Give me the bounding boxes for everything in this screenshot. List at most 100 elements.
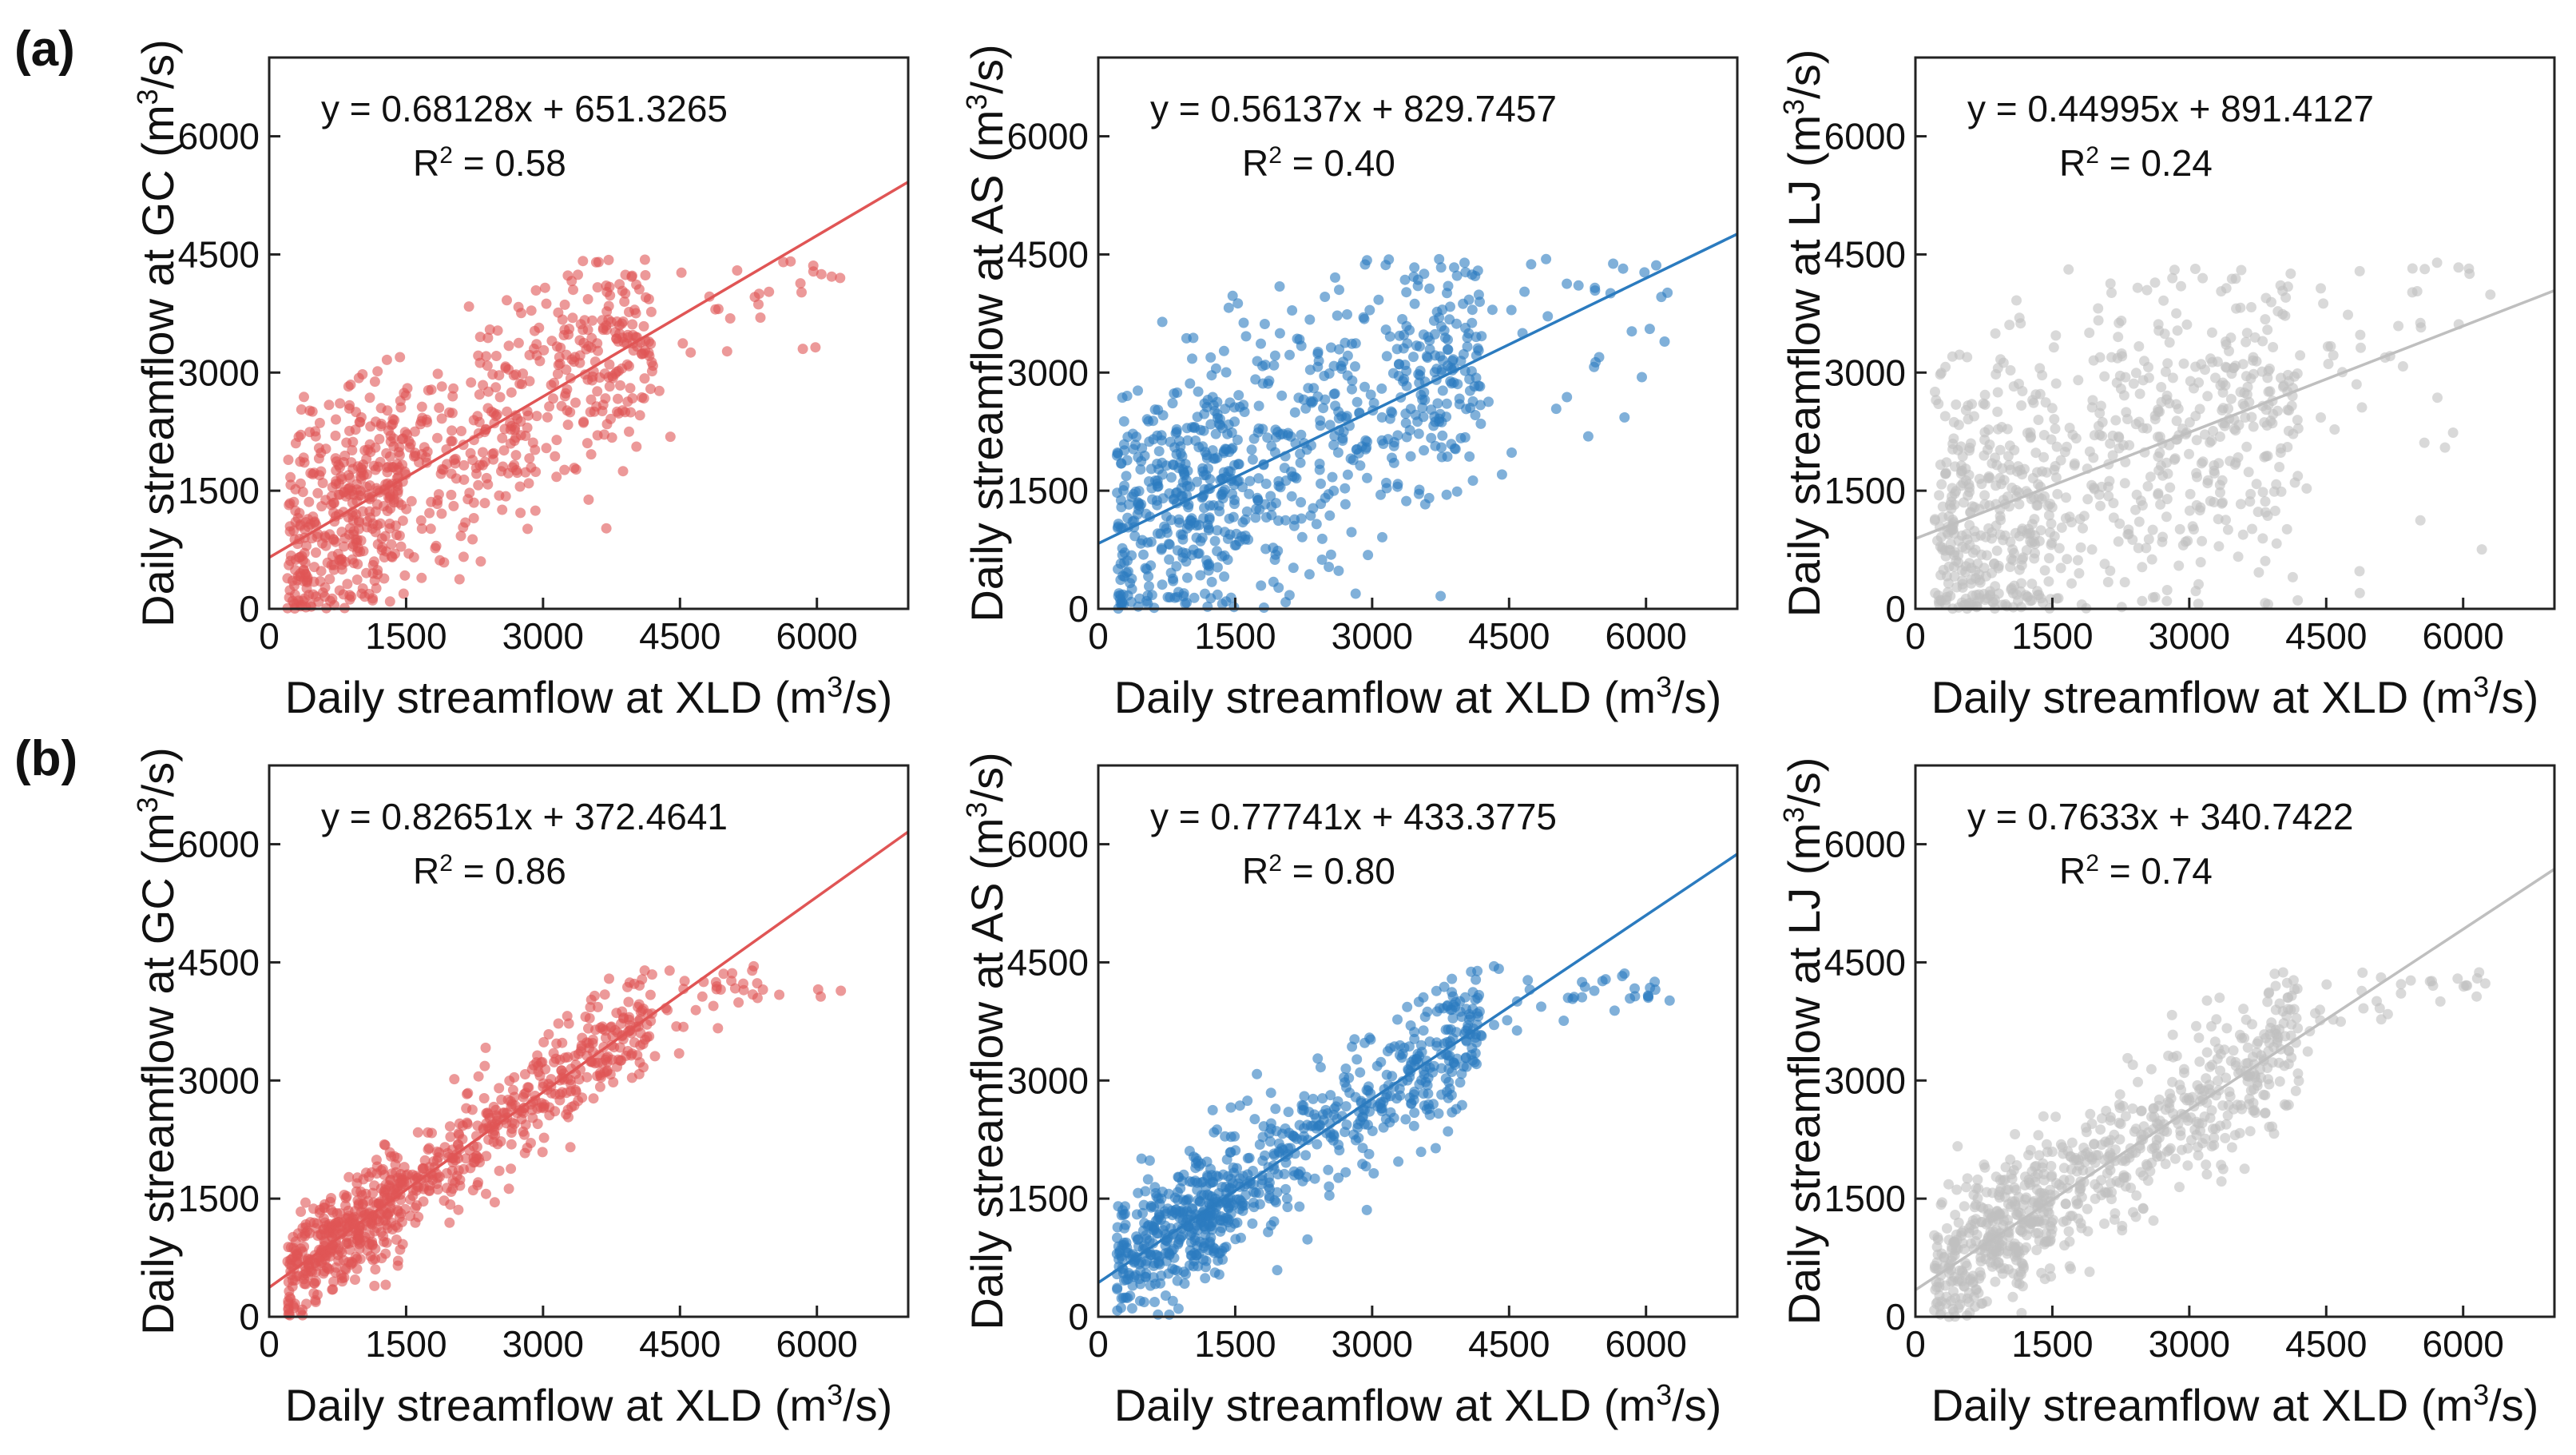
data-point	[1350, 1091, 1361, 1103]
data-point	[561, 1109, 572, 1120]
data-point	[2094, 489, 2105, 500]
data-point	[1362, 472, 1372, 483]
data-point	[645, 306, 657, 317]
data-point	[2044, 1263, 2055, 1274]
data-point	[425, 523, 436, 535]
data-point	[2279, 1060, 2290, 1071]
plot-frame	[1097, 56, 1739, 610]
data-point	[1421, 1104, 1432, 1115]
data-point	[1443, 1126, 1454, 1137]
x-tick-label: 4500	[1468, 615, 1550, 657]
data-point	[596, 1071, 606, 1083]
data-point	[479, 456, 490, 467]
data-point	[2209, 1132, 2220, 1143]
data-point	[618, 1013, 629, 1024]
data-point	[1949, 571, 1960, 582]
data-point	[1447, 973, 1458, 984]
data-point	[2006, 1173, 2018, 1184]
data-point	[1173, 1303, 1184, 1314]
data-point	[1619, 411, 1630, 423]
data-point	[1934, 1301, 1945, 1312]
data-point	[467, 455, 478, 466]
data-point	[2007, 555, 2018, 566]
data-point	[588, 1093, 599, 1104]
data-point	[334, 585, 345, 596]
data-point	[541, 443, 552, 454]
data-point	[2214, 479, 2225, 491]
data-point	[1651, 260, 1661, 271]
data-point	[1976, 1298, 1987, 1309]
data-point	[1384, 331, 1395, 342]
data-point	[1188, 332, 1199, 344]
data-point	[2036, 493, 2047, 504]
data-point	[1617, 263, 1629, 274]
data-point	[1950, 461, 1960, 472]
data-point	[2102, 577, 2114, 587]
data-point	[328, 564, 339, 575]
data-point	[708, 1000, 719, 1012]
data-point	[1664, 995, 1675, 1006]
data-point	[1201, 450, 1213, 461]
data-point	[2137, 595, 2148, 606]
data-point	[2177, 423, 2188, 435]
data-point	[1149, 1201, 1160, 1212]
regression-line	[1097, 853, 1738, 1284]
data-point	[1451, 1027, 1462, 1038]
data-point	[690, 1004, 701, 1016]
data-point	[634, 410, 645, 421]
data-point	[390, 1159, 401, 1171]
data-point	[1155, 1278, 1166, 1289]
data-point	[524, 376, 535, 387]
data-point	[1300, 1150, 1312, 1161]
data-point	[608, 1077, 619, 1087]
data-point	[1324, 419, 1336, 431]
data-point	[2178, 358, 2189, 369]
data-point	[1223, 302, 1234, 313]
unit-superscript: 3	[960, 802, 993, 818]
data-point	[1955, 441, 1967, 452]
data-point	[2007, 1291, 2018, 1302]
y-tick-label: 6000	[1007, 824, 1089, 865]
data-point	[2415, 515, 2426, 526]
unit-suffix: /s)	[1672, 1380, 1721, 1430]
data-point	[2161, 585, 2173, 595]
data-point	[602, 1056, 613, 1067]
data-point	[1340, 412, 1352, 423]
data-point	[384, 596, 395, 607]
y-tick-label: 0	[239, 588, 260, 630]
data-point	[2110, 1144, 2121, 1155]
data-point	[379, 531, 391, 542]
data-point	[1447, 1067, 1458, 1077]
data-point	[1978, 1203, 1989, 1214]
data-point	[747, 989, 758, 1000]
data-point	[411, 1200, 423, 1211]
data-point	[1232, 298, 1244, 309]
data-point	[710, 304, 721, 315]
data-point	[1940, 467, 1951, 479]
data-point	[1184, 1146, 1195, 1156]
data-point	[2099, 1218, 2110, 1229]
data-point	[288, 1231, 299, 1242]
data-point	[2124, 439, 2135, 451]
data-point	[2256, 366, 2268, 377]
data-point	[2354, 566, 2365, 577]
y-tick-label: 4500	[178, 941, 260, 983]
data-point	[1958, 497, 1969, 508]
data-point	[489, 1197, 500, 1208]
data-point	[1304, 364, 1316, 376]
data-point	[2292, 415, 2303, 426]
data-point	[2078, 523, 2088, 534]
data-point	[444, 1121, 455, 1132]
data-point	[507, 1084, 518, 1095]
data-point	[1511, 1025, 1522, 1036]
data-point	[433, 489, 444, 500]
data-point	[2228, 1045, 2239, 1056]
data-point	[542, 411, 553, 423]
data-point	[635, 1040, 646, 1051]
data-point	[1315, 1062, 1326, 1073]
data-point	[733, 997, 744, 1008]
data-point	[355, 416, 366, 427]
data-point	[2302, 1046, 2313, 1057]
data-point	[1398, 376, 1408, 387]
data-point	[1943, 511, 1955, 522]
